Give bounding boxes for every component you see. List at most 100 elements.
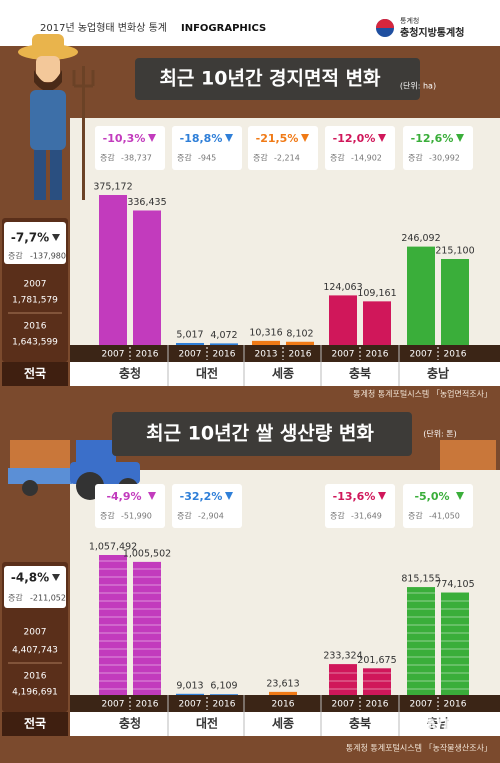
change-value: -31,649 [351,512,382,521]
bar [329,664,357,695]
logo-top [376,19,394,28]
value-label: 774,105 [435,579,474,590]
year-label: 2016 [444,700,467,710]
total-change-word: 증감 [8,251,23,261]
change-word: 증감 [408,153,423,163]
change-word: 증감 [330,153,345,163]
value-label: 1,005,502 [123,548,171,559]
bar [363,301,391,345]
name-row-1 [70,362,500,386]
change-card [325,126,395,170]
change-arrow [225,134,233,142]
region-name: 대전 [196,366,218,381]
change-pct: -21,5% [256,132,299,145]
year-label: 2007 [410,350,433,360]
org-name: 충청지방통계청 [400,26,464,39]
change-word: 증감 [408,511,423,521]
total-year: 2016 [24,322,47,332]
change-value: -945 [198,154,216,163]
change-pct: -5,0% [414,490,449,503]
change-word: 증감 [177,511,192,521]
change-pct: -12,0% [333,132,376,145]
bar [441,592,469,695]
region-name: 충북 [349,716,371,731]
year-strip [70,695,500,712]
change-pct: -13,6% [333,490,376,503]
year-label: 2013 [255,350,278,360]
year-label: 2016 [213,700,236,710]
change-pct: -32,2% [180,490,223,503]
year-label: 2016 [213,350,236,360]
region-name: 세종 [272,366,294,381]
value-label: 109,161 [357,288,396,299]
total-arrow [52,574,60,581]
region-name: 충남 [427,716,449,731]
total-change: -211,052 [30,594,66,603]
value-label: 8,102 [286,328,313,339]
change-arrow [301,134,309,142]
region-name: 충청 [119,366,141,381]
change-word: 증감 [177,153,192,163]
year-label: 2007 [332,350,355,360]
bar [441,258,469,345]
change-pct: -12,6% [411,132,454,145]
total-value: 4,196,691 [12,688,58,698]
total-card [4,222,66,264]
bar [210,694,238,695]
total-value: 1,781,579 [12,296,58,306]
year-label: 2007 [410,700,433,710]
value-label: 246,092 [401,233,440,244]
watermark: NEWSIS [426,715,500,739]
region-name: 대전 [196,716,218,731]
change-arrow [378,134,386,142]
change-word: 증감 [100,511,115,521]
year-strip [70,345,500,362]
value-label: 4,072 [210,330,237,341]
region-name: 충북 [349,366,371,381]
bar [269,691,297,695]
year-label: 2016 [444,350,467,360]
farmer-illustration [18,34,95,200]
value-label: 815,155 [401,574,440,585]
change-arrow [456,492,464,500]
chart-title: 최근 10년간 경지면적 변화 [159,68,381,90]
change-word: 증감 [100,153,115,163]
value-label: 23,613 [266,678,299,689]
change-value: -2,904 [198,512,224,521]
value-label: 233,324 [323,651,362,662]
total-name-bg [2,712,68,736]
change-card [172,126,242,170]
total-arrow [52,234,60,241]
bar [407,246,435,345]
change-card [403,484,473,528]
total-name: 전국 [24,716,46,731]
total-year: 2007 [24,280,47,290]
value-label: 6,109 [210,681,237,692]
year-label: 2007 [102,700,125,710]
unit-label: (단위: 톤) [423,429,457,439]
year-label: 2007 [102,350,125,360]
year-label: 2016 [272,700,295,710]
year-label: 2016 [289,350,312,360]
year-label: 2016 [136,350,159,360]
total-change-word: 증감 [8,593,23,603]
change-word: 증감 [330,511,345,521]
change-pct: -18,8% [180,132,223,145]
region-name: 충청 [119,716,141,731]
year-label: 2007 [332,700,355,710]
title-box-1 [135,58,420,100]
change-pct: -10,3% [103,132,146,145]
total-value: 4,407,743 [12,646,58,656]
unit-label: (단위: ha) [400,81,436,91]
total-name-bg [2,362,68,386]
value-label: 1,057,492 [89,542,137,553]
value-label: 124,063 [323,282,362,293]
tractor-illustration [8,440,496,500]
total-year: 2007 [24,628,47,638]
value-label: 215,100 [435,245,474,256]
change-arrow [378,492,386,500]
header-brand: INFOGRAPHICS [181,23,266,34]
total-year: 2016 [24,672,47,682]
value-label: 375,172 [93,182,132,193]
